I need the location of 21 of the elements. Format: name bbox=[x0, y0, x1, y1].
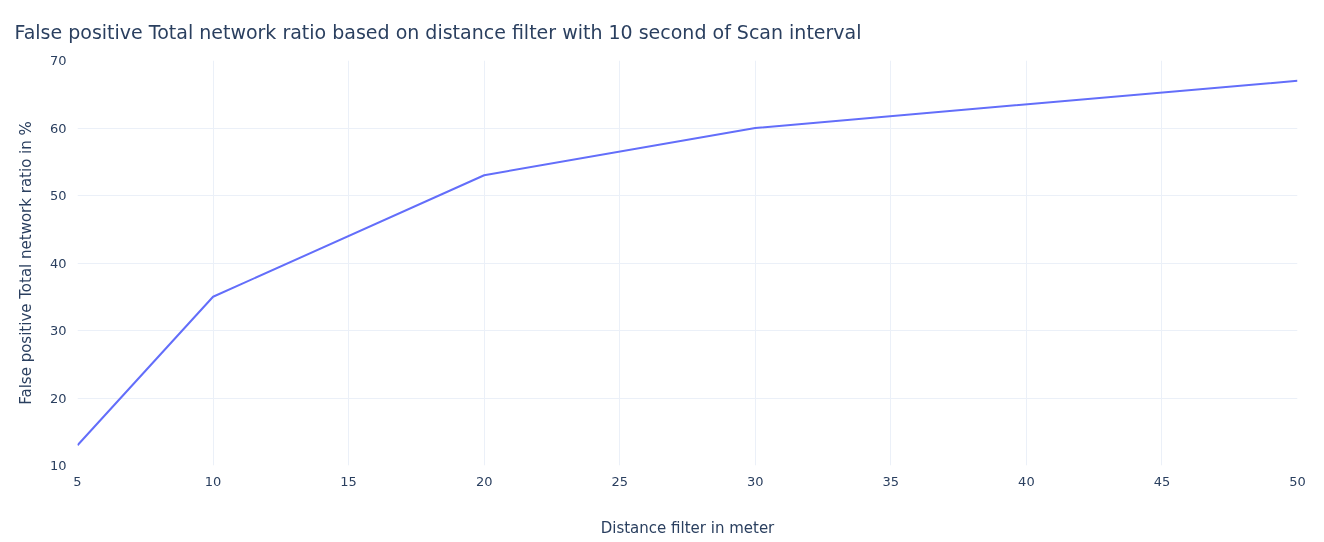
chart-title: False positive Total network ratio based on distance filter with 10 second of Scan interval bbox=[14, 20, 862, 43]
y-tick-label: 30 bbox=[49, 323, 67, 338]
x-tick-label: 50 bbox=[1289, 473, 1306, 489]
y-axis-title: False positive Total network ratio in % bbox=[16, 121, 35, 405]
x-tick-label: 35 bbox=[882, 473, 900, 489]
y-tick-label: 40 bbox=[49, 255, 67, 271]
x-tick-label: 45 bbox=[1153, 473, 1171, 489]
x-tick-label: 30 bbox=[747, 473, 764, 489]
x-tick-label: 15 bbox=[340, 473, 357, 489]
x-tick-label: 25 bbox=[611, 473, 628, 489]
y-tick-label: 70 bbox=[49, 53, 67, 68]
x-tick-label: 40 bbox=[1018, 473, 1035, 489]
y-tick-label: 60 bbox=[49, 120, 67, 136]
x-axis-title: Distance filter in meter bbox=[600, 518, 776, 537]
x-tick-label: 5 bbox=[73, 473, 82, 489]
line-series bbox=[77, 79, 1298, 447]
y-tick-label: 20 bbox=[49, 390, 67, 406]
x-tick-label: 10 bbox=[204, 473, 222, 489]
x-tick-label: 20 bbox=[475, 473, 493, 489]
y-tick-label: 10 bbox=[49, 458, 67, 473]
y-tick-label: 50 bbox=[49, 188, 67, 203]
